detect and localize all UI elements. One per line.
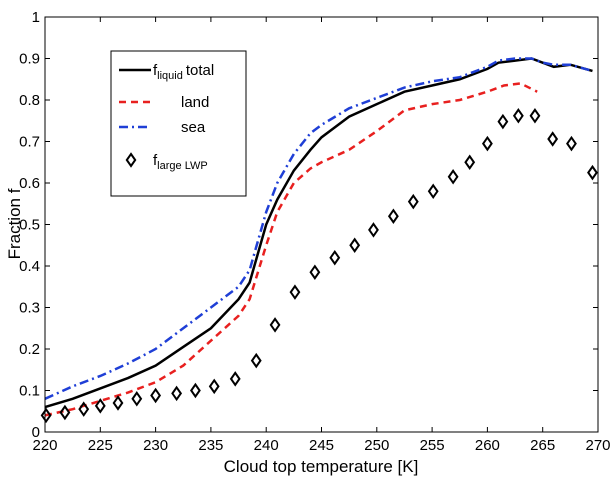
y-tick-label: 1	[32, 9, 40, 26]
marker	[529, 108, 541, 124]
y-tick-label: 0.3	[19, 300, 40, 317]
marker	[349, 237, 361, 253]
marker	[447, 169, 459, 185]
x-tick-label: 230	[143, 437, 168, 454]
legend-text: f	[153, 62, 158, 79]
x-tick-label: 255	[420, 437, 445, 454]
y-tick-label: 0.8	[19, 92, 40, 109]
legend-box	[110, 50, 247, 197]
marker	[309, 264, 321, 280]
y-axis-label: Fraction f	[5, 188, 24, 259]
marker	[329, 249, 341, 266]
marker	[171, 385, 183, 402]
y-tick-label: 0.6	[19, 175, 40, 192]
series-line	[44, 57, 593, 400]
marker	[229, 371, 241, 387]
marker	[189, 382, 201, 399]
marker	[150, 387, 162, 404]
marker	[131, 391, 143, 407]
x-tick-label: 240	[254, 437, 279, 454]
legend-text: liquid	[157, 70, 183, 82]
marker	[250, 352, 262, 369]
y-tick-label: 0.4	[19, 258, 40, 275]
marker	[464, 154, 476, 170]
marker	[78, 401, 90, 417]
marker	[566, 135, 577, 152]
y-tick-label: 0.9	[19, 51, 40, 68]
x-tick-label: 260	[475, 437, 500, 454]
legend-text: f	[153, 152, 158, 169]
marker	[547, 131, 559, 147]
marker	[94, 398, 106, 414]
x-tick-label: 250	[364, 437, 389, 454]
y-tick-label: 0.1	[19, 383, 40, 400]
legend-text: land	[181, 94, 209, 111]
marker	[587, 164, 598, 181]
x-tick-label: 235	[198, 437, 223, 454]
legend-label: flarge LWP	[153, 152, 208, 172]
x-tick-label: 265	[530, 437, 555, 454]
marker	[427, 183, 439, 200]
legend-marker	[125, 152, 137, 168]
y-tick-label: 0.2	[19, 341, 40, 358]
legend-label: sea	[181, 119, 206, 136]
x-tick-label: 245	[309, 437, 334, 454]
x-tick-label: 270	[585, 437, 610, 454]
marker	[112, 395, 124, 411]
y-tick-label: 0	[32, 424, 40, 441]
marker	[387, 208, 399, 224]
legend-label: land	[181, 94, 209, 111]
legend-text: large LWP	[157, 160, 208, 172]
x-axis-label: Cloud top temperature [K]	[224, 457, 419, 476]
marker	[407, 193, 419, 210]
legend-text: total	[186, 62, 214, 79]
marker	[59, 404, 71, 421]
legend-text: sea	[181, 119, 206, 136]
y-tick-label: 0.7	[19, 134, 40, 151]
marker	[40, 407, 52, 424]
series-line	[44, 82, 538, 417]
marker	[269, 317, 281, 333]
marker	[497, 113, 509, 130]
marker	[368, 222, 379, 238]
x-tick-label: 220	[32, 437, 57, 454]
plot-layer	[40, 57, 598, 424]
x-tick-label: 225	[88, 437, 113, 454]
marker	[481, 135, 493, 152]
y-tick-label: 0.5	[19, 217, 40, 234]
legend-label: fliquid total	[153, 62, 214, 82]
marker	[208, 378, 220, 395]
marker	[512, 108, 524, 124]
marker	[289, 284, 301, 300]
